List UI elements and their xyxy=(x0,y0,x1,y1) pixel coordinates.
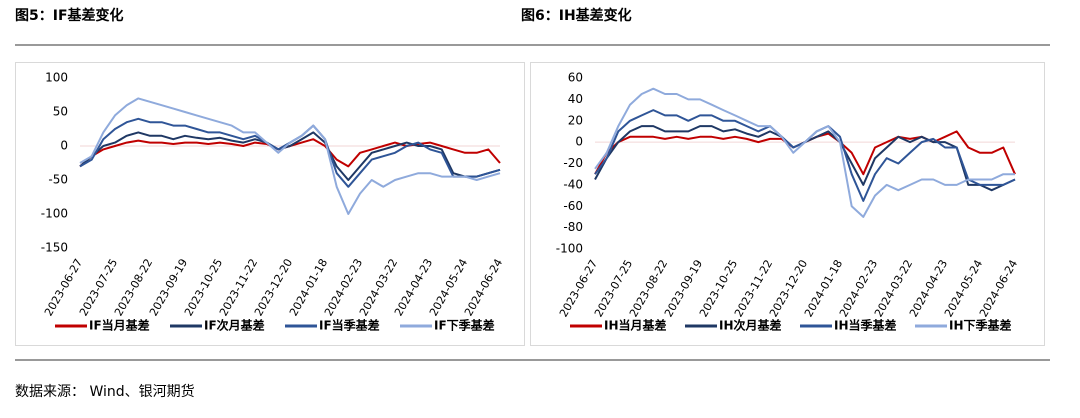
y-tick-label: -60 xyxy=(563,199,583,213)
y-tick-label: 0 xyxy=(60,139,68,153)
source: 数据来源： Wind、银河期货 xyxy=(15,383,195,400)
series-line xyxy=(79,97,501,215)
figure-title: 图6：IH基差变化 xyxy=(521,7,632,24)
series-line xyxy=(79,131,501,181)
y-tick-label: 100 xyxy=(45,71,68,85)
legend-label: IH当季基差 xyxy=(834,318,897,333)
y-tick-label: 20 xyxy=(568,113,583,127)
y-tick-label: 50 xyxy=(53,105,68,119)
y-tick-label: -50 xyxy=(48,173,68,187)
series-line xyxy=(594,125,1016,192)
y-tick-label: -100 xyxy=(556,242,583,256)
legend-label: IH当月基差 xyxy=(604,318,667,333)
y-tick-label: 0 xyxy=(575,135,583,149)
y-tick-label: -20 xyxy=(563,156,583,170)
y-tick-label: 40 xyxy=(568,92,583,106)
series-line xyxy=(79,117,501,188)
series-line xyxy=(594,109,1016,202)
y-tick-label: -150 xyxy=(41,241,68,255)
series-line xyxy=(594,87,1015,218)
legend-label: IH下季基差 xyxy=(949,318,1012,333)
legend-label: IF当月基差 xyxy=(89,318,150,333)
legend-label: IF当季基差 xyxy=(319,318,380,333)
y-tick-label: 60 xyxy=(568,71,583,85)
y-tick-label: -80 xyxy=(563,220,583,234)
figure-title: 图5：IF基差变化 xyxy=(15,7,124,24)
y-tick-label: -40 xyxy=(563,177,583,191)
legend-label: IF下季基差 xyxy=(434,318,495,333)
legend-label: IF次月基差 xyxy=(204,318,265,333)
chart-frame xyxy=(15,62,525,346)
y-tick-label: -100 xyxy=(41,207,68,221)
series-line xyxy=(594,130,1016,176)
chart-frame xyxy=(530,62,1045,346)
legend-label: IH次月基差 xyxy=(719,318,782,333)
